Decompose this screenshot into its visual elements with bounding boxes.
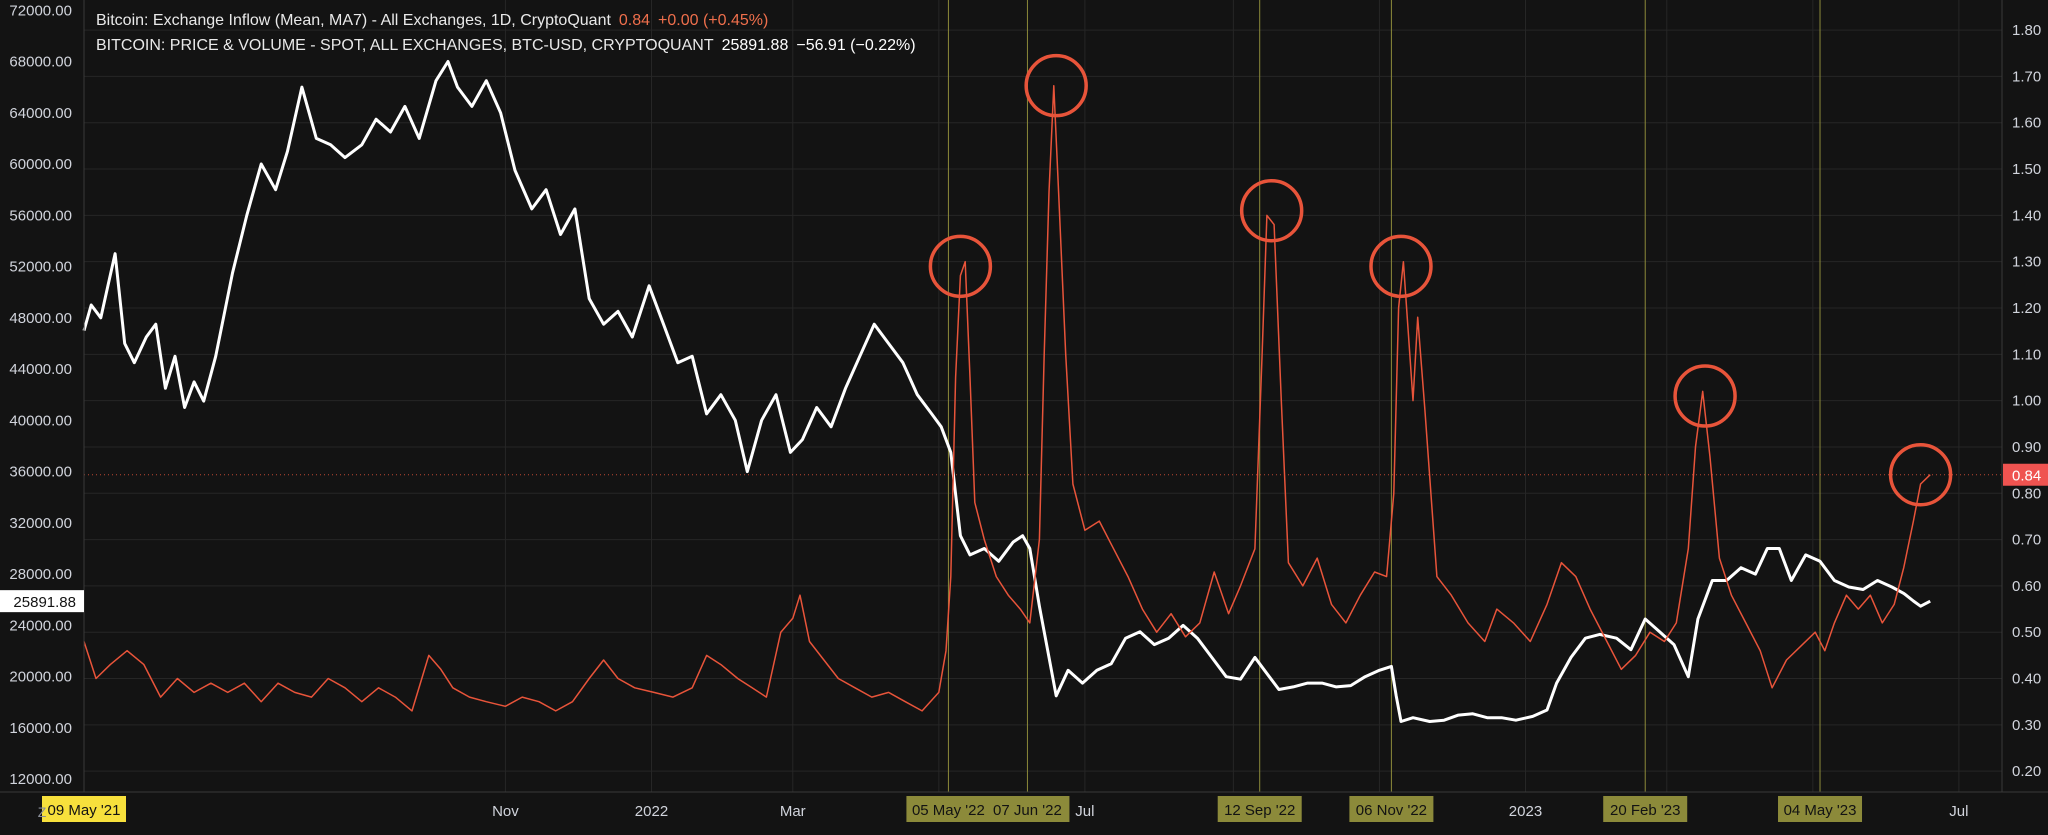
x-axis-month-label: Jul <box>1075 803 1094 820</box>
right-axis-tick-label: 0.70 <box>2012 532 2041 549</box>
legend-inflow-value: 0.84 <box>618 12 651 29</box>
right-axis-tick-label: 1.70 <box>2012 68 2041 85</box>
left-axis-tick-label: 44000.00 <box>9 361 72 378</box>
left-axis-tick-label: 40000.00 <box>9 412 72 429</box>
timezone-button[interactable]: Z <box>37 804 47 820</box>
right-axis-tick-label: 0.80 <box>2012 485 2041 502</box>
left-axis-tick-label: 36000.00 <box>9 464 72 481</box>
right-axis-tick-label: 0.90 <box>2012 439 2041 456</box>
left-axis-tick-label: 52000.00 <box>9 259 72 276</box>
left-axis-tick-label: 20000.00 <box>9 669 72 686</box>
right-axis-tick-label: 1.30 <box>2012 254 2041 271</box>
inflow-current-badge <box>2003 463 2048 486</box>
right-axis-tick-label: 1.60 <box>2012 115 2041 132</box>
x-axis-date-label: 09 May '21 <box>48 802 121 819</box>
highlight-circle <box>1673 364 1737 428</box>
right-axis-tick-label: 1.10 <box>2012 346 2041 363</box>
price-current-badge <box>0 590 84 613</box>
x-axis-month-label: Nov <box>492 803 519 820</box>
right-axis-tick-label: 0.50 <box>2012 624 2041 641</box>
x-axis-date-label: 07 Jun '22 <box>993 802 1062 819</box>
highlight-circle <box>1024 53 1088 118</box>
x-axis-month-label: Jul <box>1949 803 1968 820</box>
left-axis-tick-label: 60000.00 <box>9 156 72 173</box>
chart-legend: Bitcoin: Exchange Inflow (Mean, MA7) - A… <box>96 8 916 58</box>
highlight-circle <box>1369 234 1433 299</box>
left-axis-tick-label: 72000.00 <box>9 2 72 19</box>
legend-price-value: 25891.88 <box>721 37 789 54</box>
price-current-badge-label: 25891.88 <box>13 594 76 611</box>
right-axis-tick-label: 1.80 <box>2012 22 2041 39</box>
x-axis-date-label-box <box>42 796 126 822</box>
right-axis-tick-label: 0.40 <box>2012 671 2041 688</box>
x-axis-date-label-box <box>1603 796 1688 822</box>
right-axis-tick-label: 1.00 <box>2012 393 2041 410</box>
legend-row-inflow[interactable]: Bitcoin: Exchange Inflow (Mean, MA7) - A… <box>96 8 916 33</box>
right-axis-tick-label: 1.20 <box>2012 300 2041 317</box>
x-axis-date-label-box <box>906 796 991 822</box>
x-axis-date-label: 12 Sep '22 <box>1224 802 1295 819</box>
right-axis-tick-label: 0.20 <box>2012 763 2041 780</box>
legend-inflow-change: +0.00 (+0.45%) <box>658 12 769 29</box>
x-axis-date-label: 20 Feb '23 <box>1610 802 1680 819</box>
x-axis-date-label: 04 May '23 <box>1784 802 1857 819</box>
price-series-line <box>82 60 1931 723</box>
inflow-series-line <box>83 84 1931 712</box>
x-axis-date-label-box <box>1349 796 1434 822</box>
x-axis-date-label-box <box>1778 796 1863 822</box>
left-axis-tick-label: 28000.00 <box>9 566 72 583</box>
x-axis-date-label-box <box>985 796 1070 822</box>
x-axis-month-label: Mar <box>780 803 806 820</box>
left-axis-tick-label: 48000.00 <box>9 310 72 327</box>
left-axis-tick-label: 64000.00 <box>9 105 72 122</box>
left-axis-tick-label: 68000.00 <box>9 54 72 71</box>
x-axis-date-label-box <box>1217 796 1302 822</box>
x-axis-month-label: 2023 <box>1509 803 1542 820</box>
x-axis-month-label: 2022 <box>635 803 668 820</box>
left-axis-tick-label: 24000.00 <box>9 617 72 634</box>
highlight-circle <box>1239 178 1304 243</box>
right-axis-tick-label: 1.50 <box>2012 161 2041 178</box>
left-axis-tick-label: 32000.00 <box>9 515 72 532</box>
left-axis-tick-label: 56000.00 <box>9 207 72 224</box>
highlight-circle <box>928 234 993 299</box>
x-axis-date-label: 05 May '22 <box>912 802 985 819</box>
legend-row-price[interactable]: BITCOIN: PRICE & VOLUME - SPOT, ALL EXCH… <box>96 33 916 58</box>
right-axis-tick-label: 1.40 <box>2012 207 2041 224</box>
legend-price-name: BITCOIN: PRICE & VOLUME - SPOT, ALL EXCH… <box>96 37 714 54</box>
legend-price-change: −56.91 (−0.22%) <box>796 37 916 54</box>
right-axis-tick-label: 0.60 <box>2012 578 2041 595</box>
x-axis-date-label: 06 Nov '22 <box>1356 802 1427 819</box>
left-axis-tick-label: 16000.00 <box>9 720 72 737</box>
right-axis-tick-label: 0.30 <box>2012 717 2041 734</box>
left-axis-tick-label: 12000.00 <box>9 771 72 788</box>
legend-inflow-name: Bitcoin: Exchange Inflow (Mean, MA7) - A… <box>96 12 611 29</box>
inflow-current-badge-label: 0.84 <box>2012 468 2041 485</box>
highlight-circle <box>1888 442 1953 507</box>
